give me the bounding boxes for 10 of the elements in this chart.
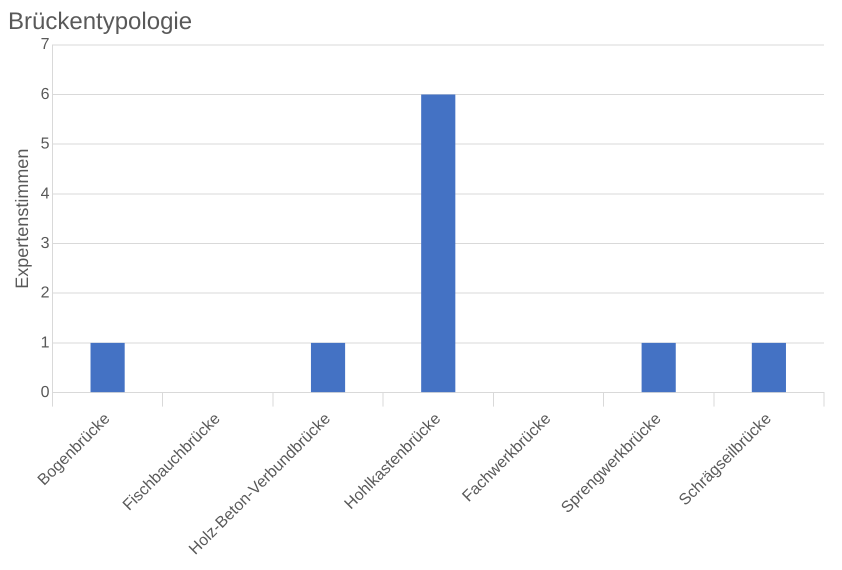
y-tick-label: 3 xyxy=(40,234,50,252)
y-tick-label: 5 xyxy=(40,136,50,153)
y-tick-label: 4 xyxy=(40,185,50,202)
y-tick-label: 7 xyxy=(40,36,50,54)
y-tick-label: 6 xyxy=(40,86,50,103)
y-tick-label: 2 xyxy=(40,284,50,302)
chart-title: Brückentypologie xyxy=(8,8,192,36)
y-tick-label: 0 xyxy=(40,384,50,401)
y-axis-title: Expertenstimmen xyxy=(12,148,32,289)
y-tick-label: 1 xyxy=(40,334,50,352)
